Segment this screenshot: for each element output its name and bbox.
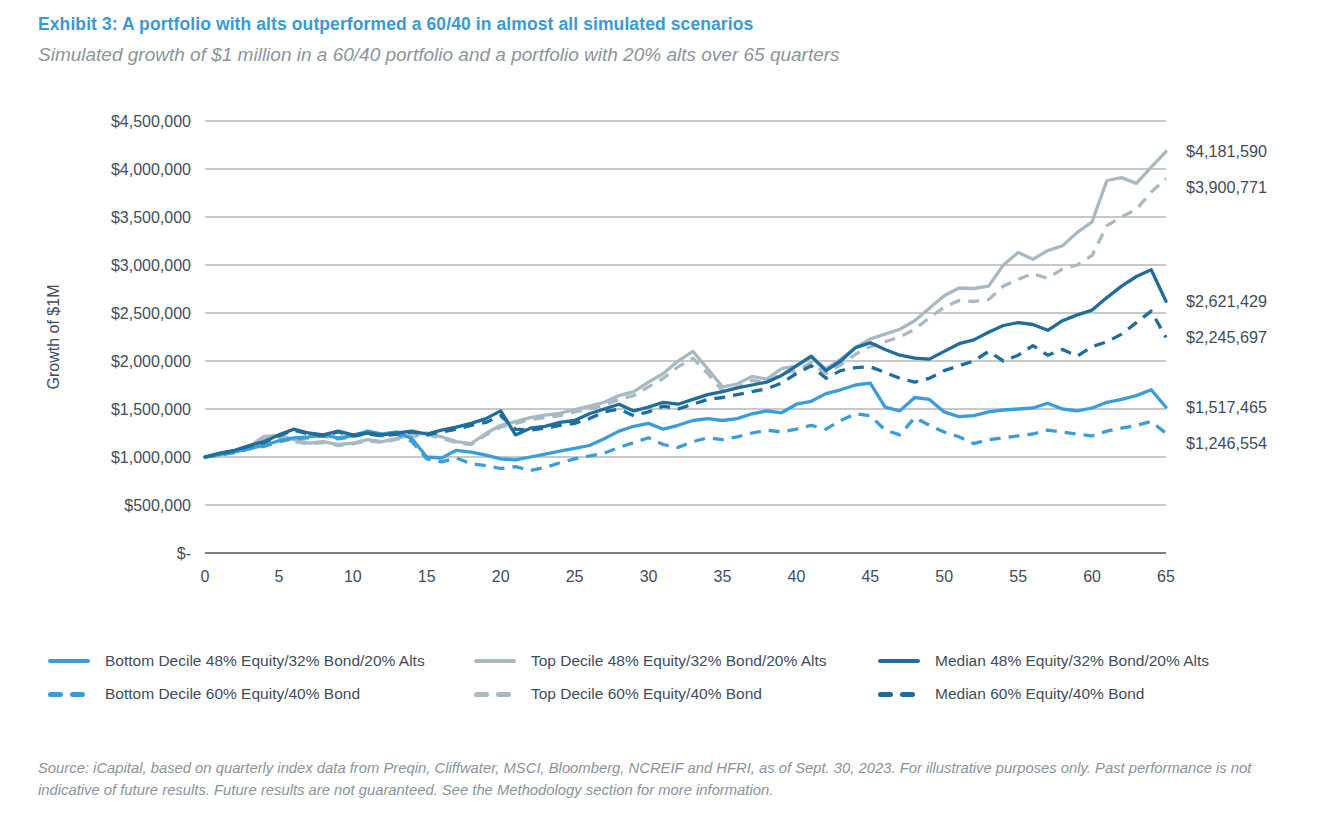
legend-label: Bottom Decile 48% Equity/32% Bond/20% Al…: [105, 652, 425, 670]
x-tick-label: 10: [344, 568, 362, 585]
legend-item-bottom-decile-6040: Bottom Decile 60% Equity/40% Bond: [48, 685, 474, 703]
series-line-bottom-decile-48-equity-32-bond-20-alts: [205, 383, 1166, 460]
exhibit-header: Exhibit 3: A portfolio with alts outperf…: [0, 0, 1332, 66]
legend-dash-segment: [48, 692, 63, 697]
y-tick-label: $3,000,000: [111, 257, 191, 274]
growth-chart-area: $4,500,000 $4,000,000 $3,500,000 $3,000,000…: [0, 76, 1332, 596]
x-tick-label: 25: [566, 568, 584, 585]
x-tick-label: 40: [787, 568, 805, 585]
legend-label: Median 48% Equity/32% Bond/20% Alts: [935, 652, 1209, 670]
x-tick-label: 15: [418, 568, 436, 585]
y-tick-label: $4,500,000: [111, 113, 191, 130]
legend-label: Median 60% Equity/40% Bond: [935, 685, 1144, 703]
exhibit-title: Exhibit 3: A portfolio with alts outperf…: [38, 14, 1332, 35]
legend-label: Bottom Decile 60% Equity/40% Bond: [105, 685, 360, 703]
end-value-label-bottom-decile-60-equity-40-bond: $1,246,554: [1186, 434, 1267, 452]
legend-item-median-alts: Median 48% Equity/32% Bond/20% Alts: [878, 652, 1332, 670]
x-tick-label: 30: [640, 568, 658, 585]
legend-swatch-dashed-line: [878, 692, 920, 697]
legend-swatch-line: [474, 659, 516, 663]
x-tick-label: 55: [1009, 568, 1027, 585]
legend-dash-segment: [496, 692, 511, 697]
y-tick-label: $2,000,000: [111, 353, 191, 370]
y-tick-label: $-: [177, 545, 191, 562]
legend-dash-segment: [900, 692, 915, 697]
legend-dash-segment: [70, 692, 85, 697]
x-tick-label: 45: [861, 568, 879, 585]
legend-item-top-decile-alts: Top Decile 48% Equity/32% Bond/20% Alts: [474, 652, 878, 670]
x-tick-label: 0: [201, 568, 210, 585]
series-line-top-decile-60-equity-40-bond: [205, 179, 1166, 458]
y-tick-label: $4,000,000: [111, 161, 191, 178]
growth-line-chart: $4,500,000 $4,000,000 $3,500,000 $3,000,000…: [0, 76, 1332, 596]
source-note: Source: iCapital, based on quarterly ind…: [38, 757, 1306, 801]
x-tick-label: 5: [274, 568, 283, 585]
y-axis-title: Growth of $1M: [45, 285, 62, 390]
exhibit-subtitle: Simulated growth of $1 million in a 60/4…: [38, 44, 1332, 66]
end-value-label-median-60-equity-40-bond: $2,245,697: [1186, 328, 1267, 346]
legend-swatch-dashed-line: [48, 692, 90, 697]
y-tick-label: $3,500,000: [111, 209, 191, 226]
y-tick-label: $500,000: [124, 497, 191, 514]
legend-item-bottom-decile-alts: Bottom Decile 48% Equity/32% Bond/20% Al…: [48, 652, 474, 670]
legend-line-segment: [474, 659, 516, 663]
legend-label: Top Decile 60% Equity/40% Bond: [531, 685, 762, 703]
series-line-top-decile-48-equity-32-bond-20-alts: [205, 152, 1166, 457]
legend-label: Top Decile 48% Equity/32% Bond/20% Alts: [531, 652, 827, 670]
x-tick-label: 65: [1157, 568, 1175, 585]
legend-line-segment: [48, 659, 90, 663]
series-line-median-48-equity-32-bond-20-alts: [205, 270, 1166, 457]
end-value-label-top-decile-60-equity-40-bond: $3,900,771: [1186, 178, 1267, 196]
x-tick-label: 60: [1083, 568, 1101, 585]
legend-dash-segment: [878, 692, 893, 697]
end-value-label-top-decile-48-equity-32-bond-20-alts: $4,181,590: [1186, 142, 1267, 160]
x-tick-label: 50: [935, 568, 953, 585]
y-tick-label: $2,500,000: [111, 305, 191, 322]
end-value-label-bottom-decile-48-equity-32-bond-20-alts: $1,517,465: [1186, 398, 1267, 416]
legend-swatch-dashed-line: [474, 692, 516, 697]
legend-dash-segment: [474, 692, 489, 697]
legend-swatch-line: [48, 659, 90, 663]
end-value-label-median-48-equity-32-bond-20-alts: $2,621,429: [1186, 292, 1267, 310]
legend-item-top-decile-6040: Top Decile 60% Equity/40% Bond: [474, 685, 878, 703]
x-tick-label: 35: [714, 568, 732, 585]
y-tick-label: $1,000,000: [111, 449, 191, 466]
chart-legend: Bottom Decile 48% Equity/32% Bond/20% Al…: [0, 652, 1332, 703]
legend-line-segment: [878, 659, 920, 663]
legend-swatch-line: [878, 659, 920, 663]
x-tick-label: 20: [492, 568, 510, 585]
y-tick-label: $1,500,000: [111, 401, 191, 418]
legend-item-median-6040: Median 60% Equity/40% Bond: [878, 685, 1332, 703]
